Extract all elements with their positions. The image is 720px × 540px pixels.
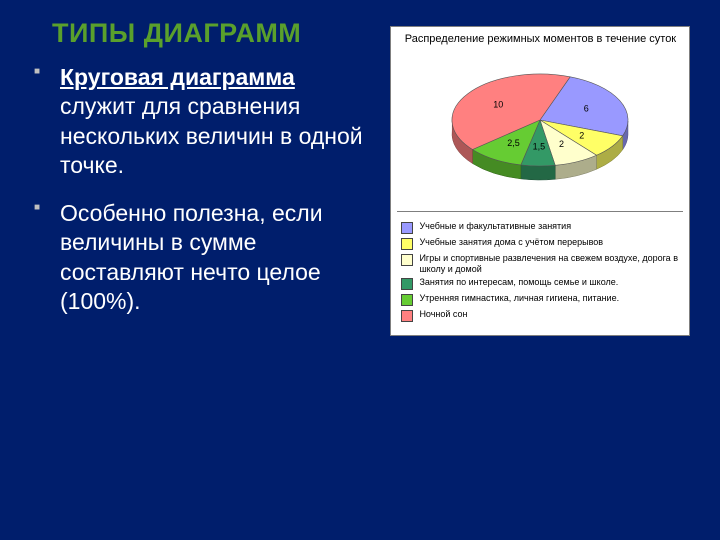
legend-label: Учебные занятия дома с учётом перерывов (419, 237, 679, 248)
chart-column: Распределение режимных моментов в течени… (373, 0, 720, 540)
chart-card: Распределение режимных моментов в течени… (390, 26, 690, 336)
pie-svg: 6 2 2 1,5 2,5 10 (410, 52, 670, 202)
pie-chart: 6 2 2 1,5 2,5 10 (391, 47, 689, 207)
legend-label: Игры и спортивные развлечения на свежем … (419, 253, 679, 275)
legend-swatch (401, 310, 413, 322)
legend-item: Занятия по интересам, помощь семье и шко… (401, 277, 679, 290)
legend-label: Ночной сон (419, 309, 679, 320)
svg-text:10: 10 (494, 99, 504, 109)
svg-text:2: 2 (559, 139, 564, 149)
bullet-item-1: Круговая диаграмма служит для сравнения … (52, 63, 365, 181)
svg-text:2: 2 (580, 130, 585, 140)
legend-swatch (401, 294, 413, 306)
legend-swatch (401, 238, 413, 250)
chart-title: Распределение режимных моментов в течени… (391, 27, 689, 47)
svg-text:1,5: 1,5 (533, 141, 546, 151)
legend-swatch (401, 254, 413, 266)
svg-text:2,5: 2,5 (508, 138, 521, 148)
legend-label: Учебные и факультативные занятия (419, 221, 679, 232)
legend-item: Учебные занятия дома с учётом перерывов (401, 237, 679, 250)
legend-swatch (401, 222, 413, 234)
legend-item: Ночной сон (401, 309, 679, 322)
svg-text:6: 6 (584, 103, 589, 113)
text-column: ТИПЫ ДИАГРАММ Круговая диаграмма служит … (0, 0, 373, 540)
legend-swatch (401, 278, 413, 290)
legend-item: Утренняя гимнастика, личная гигиена, пит… (401, 293, 679, 306)
bullet-text: Особенно полезна, если величины в сумме … (60, 200, 323, 314)
bullet-item-2: Особенно полезна, если величины в сумме … (52, 199, 365, 317)
slide-heading: ТИПЫ ДИАГРАММ (52, 18, 365, 49)
legend-label: Занятия по интересам, помощь семье и шко… (419, 277, 679, 288)
legend-label: Утренняя гимнастика, личная гигиена, пит… (419, 293, 679, 304)
bullet-strong: Круговая диаграмма (60, 64, 295, 90)
bullet-text: служит для сравнения нескольких величин … (60, 93, 363, 178)
slide-root: ТИПЫ ДИАГРАММ Круговая диаграмма служит … (0, 0, 720, 540)
legend-item: Учебные и факультативные занятия (401, 221, 679, 234)
bullet-list: Круговая диаграмма служит для сравнения … (34, 63, 365, 317)
chart-legend: Учебные и факультативные занятия Учебные … (397, 211, 683, 330)
legend-item: Игры и спортивные развлечения на свежем … (401, 253, 679, 275)
